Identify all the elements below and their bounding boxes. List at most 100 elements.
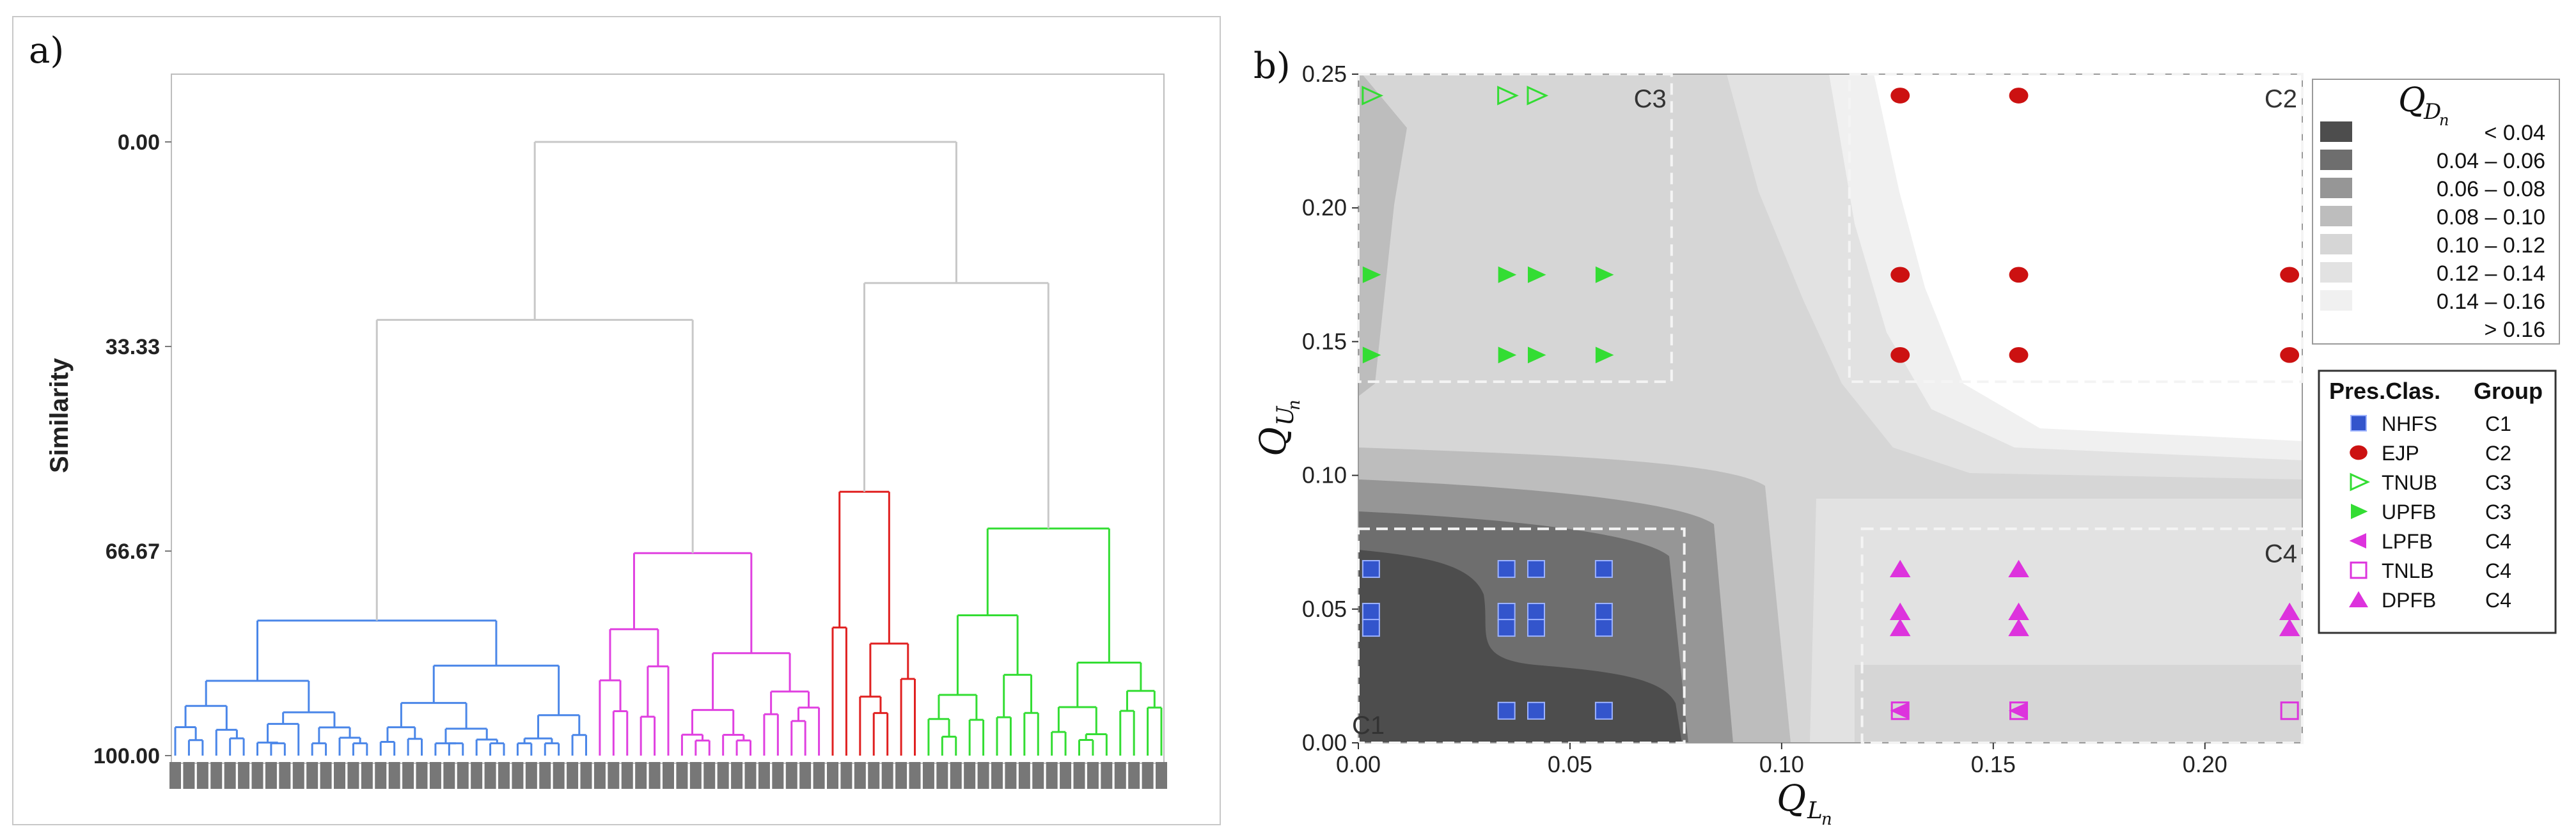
group-box-label-c4: C4 <box>2265 540 2297 568</box>
dendrogram-y-tick-label: 33.33 <box>106 335 160 359</box>
point-upfb <box>1362 346 1381 364</box>
contour-axes: 0.00 0.05 0.10 0.15 0.20 0.00 0.05 0.10 0.15 0.20… <box>1302 61 2227 777</box>
point-upfb <box>1595 346 1614 364</box>
dendrogram-leaf-label <box>388 762 400 789</box>
dendrogram-y-tick-label: 66.67 <box>106 540 160 564</box>
dendrogram-leaf-label <box>922 762 934 789</box>
contour-level-legend: Q D n < 0.04 0.04 – 0.06 0.06 – 0.08 0.08 –… <box>2312 79 2560 345</box>
contour-legend-swatch <box>2320 262 2352 283</box>
class-legend-name: TNUB <box>2382 471 2437 494</box>
contour-legend-swatch <box>2320 150 2352 170</box>
point-tnlb <box>2280 701 2299 720</box>
class-legend-group: C4 <box>2485 530 2511 553</box>
contour-legend-swatch <box>2320 290 2352 311</box>
contour-y-tick-label: 0.10 <box>1302 462 1347 488</box>
group-box-label-c1: C1 <box>1352 712 1385 740</box>
point-nhfs <box>1362 560 1380 579</box>
contour-x-axis-label: Q L n <box>1777 778 1832 829</box>
point-nhfs <box>1527 602 1545 621</box>
contour-fill-area <box>1358 74 2302 743</box>
dendrogram-leaf-label <box>279 762 291 789</box>
point-ejp <box>1890 88 1910 104</box>
contour-x-tick-label: 0.20 <box>2183 751 2227 777</box>
dendrogram-leaf-label <box>813 762 825 789</box>
dendrogram-y-axis-label: Similarity <box>45 357 74 473</box>
dendrogram-leaf-label <box>525 762 537 789</box>
dendrogram-leaf-label <box>457 762 469 789</box>
group-box-c4 <box>1860 527 2304 745</box>
class-legend-marker-lpfb <box>2349 533 2366 548</box>
dendrogram-leaf-label <box>238 762 250 789</box>
class-legend-name: EJP <box>2382 442 2419 465</box>
point-nhfs <box>1594 602 1613 621</box>
dendrogram-leaf-label <box>443 762 455 789</box>
class-legend-group: C4 <box>2485 589 2511 612</box>
contour-x-tick-label: 0.00 <box>1336 751 1381 777</box>
svg-text:L: L <box>1807 798 1823 824</box>
panel-b-contour: b) C1 C2 C3 C4 0.00 0.05 0.10 0.15 0.20 0.00 0.05… <box>1253 45 2560 829</box>
point-ejp <box>2280 346 2300 363</box>
contour-legend-title: Q <box>2398 81 2426 120</box>
dendrogram-leaf-label <box>621 762 633 789</box>
class-legend-marker-tnlb <box>2350 561 2368 579</box>
dendrogram-leaf-label <box>663 762 674 789</box>
contour-x-tick-label: 0.15 <box>1971 751 2016 777</box>
svg-text:n: n <box>2439 111 2449 129</box>
point-nhfs <box>1594 701 1613 720</box>
scatter-points <box>1362 86 2300 720</box>
contour-y-axis-label: Q U n <box>1253 400 1304 456</box>
dendrogram-leaf-label <box>210 762 223 789</box>
dendrogram-leaf-label <box>689 762 702 789</box>
contour-level-016 <box>1874 74 2302 441</box>
point-dpfb <box>2279 602 2300 620</box>
svg-text:U: U <box>1273 405 1299 426</box>
contour-legend-level-label: 0.14 – 0.16 <box>2437 290 2545 314</box>
contour-x-tick-label: 0.05 <box>1548 751 1592 777</box>
svg-text:Q: Q <box>1777 778 1806 820</box>
contour-legend-swatch <box>2320 178 2352 198</box>
dendrogram-leaf-label <box>950 762 962 789</box>
contour-y-tick-label: 0.25 <box>1302 61 1347 87</box>
dendrogram-leaf-label <box>1073 762 1085 789</box>
dendrogram-leaf-label <box>593 762 606 789</box>
panel-a-dendrogram: a) Similarity 0.00 33.33 66.67 100.00 <box>12 16 1221 825</box>
point-upfb <box>1595 266 1614 283</box>
contour-y-tick-label: 0.05 <box>1302 596 1347 622</box>
dendrogram-leaf-label <box>936 762 948 789</box>
dendrogram-leaf-label <box>1046 762 1058 789</box>
group-box-label-c3: C3 <box>1634 85 1667 113</box>
dendrogram-leaf-label <box>991 762 1003 789</box>
dendrogram-leaf-label <box>1060 762 1072 789</box>
class-legend-frame <box>2318 369 2557 634</box>
point-dpfb <box>2008 559 2029 578</box>
dendrogram-leaf-label <box>361 762 373 789</box>
dendrogram-leaf-label <box>1018 762 1030 789</box>
dendrogram-leaf-label <box>306 762 318 789</box>
group-boxes: C1 C2 C3 C4 <box>1352 73 2304 745</box>
point-nhfs <box>1527 560 1545 579</box>
class-legend-name: TNLB <box>2382 559 2434 582</box>
group-box-c3 <box>1357 73 1673 384</box>
dendrogram-y-ticks: 0.00 33.33 66.67 100.00 <box>93 130 171 768</box>
contour-legend-swatch <box>2320 234 2352 254</box>
svg-text:D: D <box>2423 99 2441 125</box>
dendrogram-leaf-label <box>196 762 208 789</box>
class-legend-group: C1 <box>2485 412 2511 435</box>
point-nhfs <box>1594 560 1613 579</box>
dendrogram-leaf-label <box>1005 762 1017 789</box>
group-box-c1 <box>1357 527 1686 745</box>
class-legend-group: C2 <box>2485 442 2511 465</box>
point-lpfb <box>1890 702 1909 719</box>
point-nhfs <box>1497 560 1516 579</box>
dendrogram-leaf-label <box>744 762 757 789</box>
contour-left-strip <box>1358 74 1407 396</box>
dendrogram-leaf-label <box>868 762 880 789</box>
point-nhfs <box>1527 701 1545 720</box>
point-ejp <box>1890 267 1910 283</box>
class-legend-group: C4 <box>2485 559 2511 582</box>
dendrogram-leaf-label <box>964 762 976 789</box>
contour-level-004 <box>1358 550 1682 743</box>
dendrogram-leaf-label <box>854 762 866 789</box>
dendrogram-leaf-label <box>648 762 661 789</box>
dendrogram-leaf-label <box>840 762 852 789</box>
